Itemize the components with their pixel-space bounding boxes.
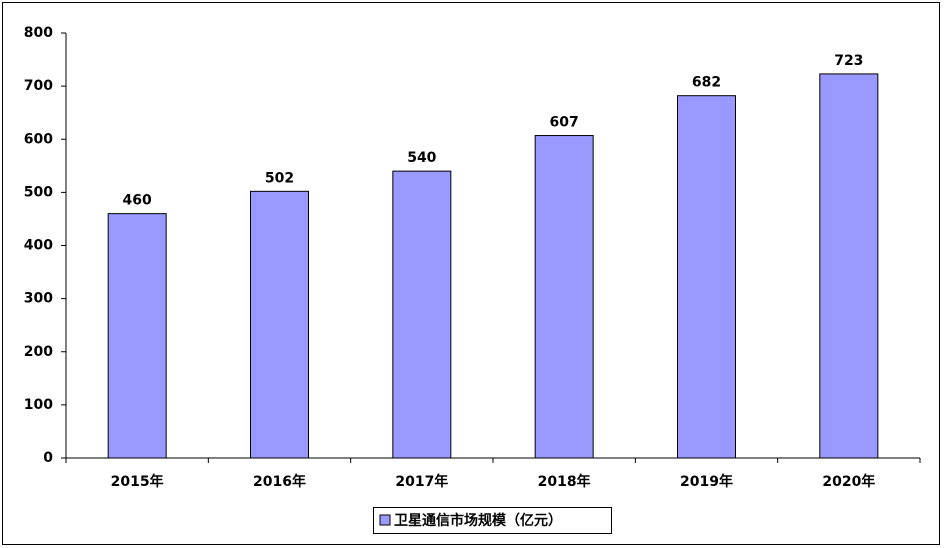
y-tick-label: 800 (24, 25, 53, 41)
x-tick-label: 2017年 (395, 473, 448, 490)
x-tick-label: 2019年 (680, 473, 733, 490)
data-label: 460 (123, 193, 152, 209)
legend-label: 卫星通信市场规模（亿元） (394, 512, 562, 529)
y-tick-label: 700 (24, 78, 53, 94)
x-tick-label: 2016年 (253, 473, 306, 490)
bar (250, 190, 309, 459)
y-tick-label: 0 (43, 450, 53, 466)
y-tick-label: 300 (24, 291, 53, 307)
legend-box (373, 507, 612, 534)
y-tick-label: 400 (24, 238, 53, 254)
y-tick-label: 100 (24, 397, 53, 413)
x-tick-label: 2018年 (538, 473, 591, 490)
y-tick-label: 200 (24, 344, 53, 360)
legend-swatch (379, 514, 391, 526)
bar (107, 213, 167, 459)
data-label: 723 (834, 53, 863, 69)
data-label: 607 (550, 115, 579, 131)
data-label: 540 (407, 150, 436, 166)
x-tick-label: 2015年 (111, 473, 164, 490)
x-tick-label: 2020年 (822, 473, 875, 490)
bar (392, 170, 452, 459)
bar (677, 95, 736, 459)
bar (819, 73, 879, 459)
y-tick-label: 600 (24, 131, 53, 147)
y-tick-label: 500 (24, 184, 53, 200)
data-label: 502 (265, 170, 294, 186)
data-label: 682 (692, 75, 721, 91)
bar (534, 135, 594, 459)
